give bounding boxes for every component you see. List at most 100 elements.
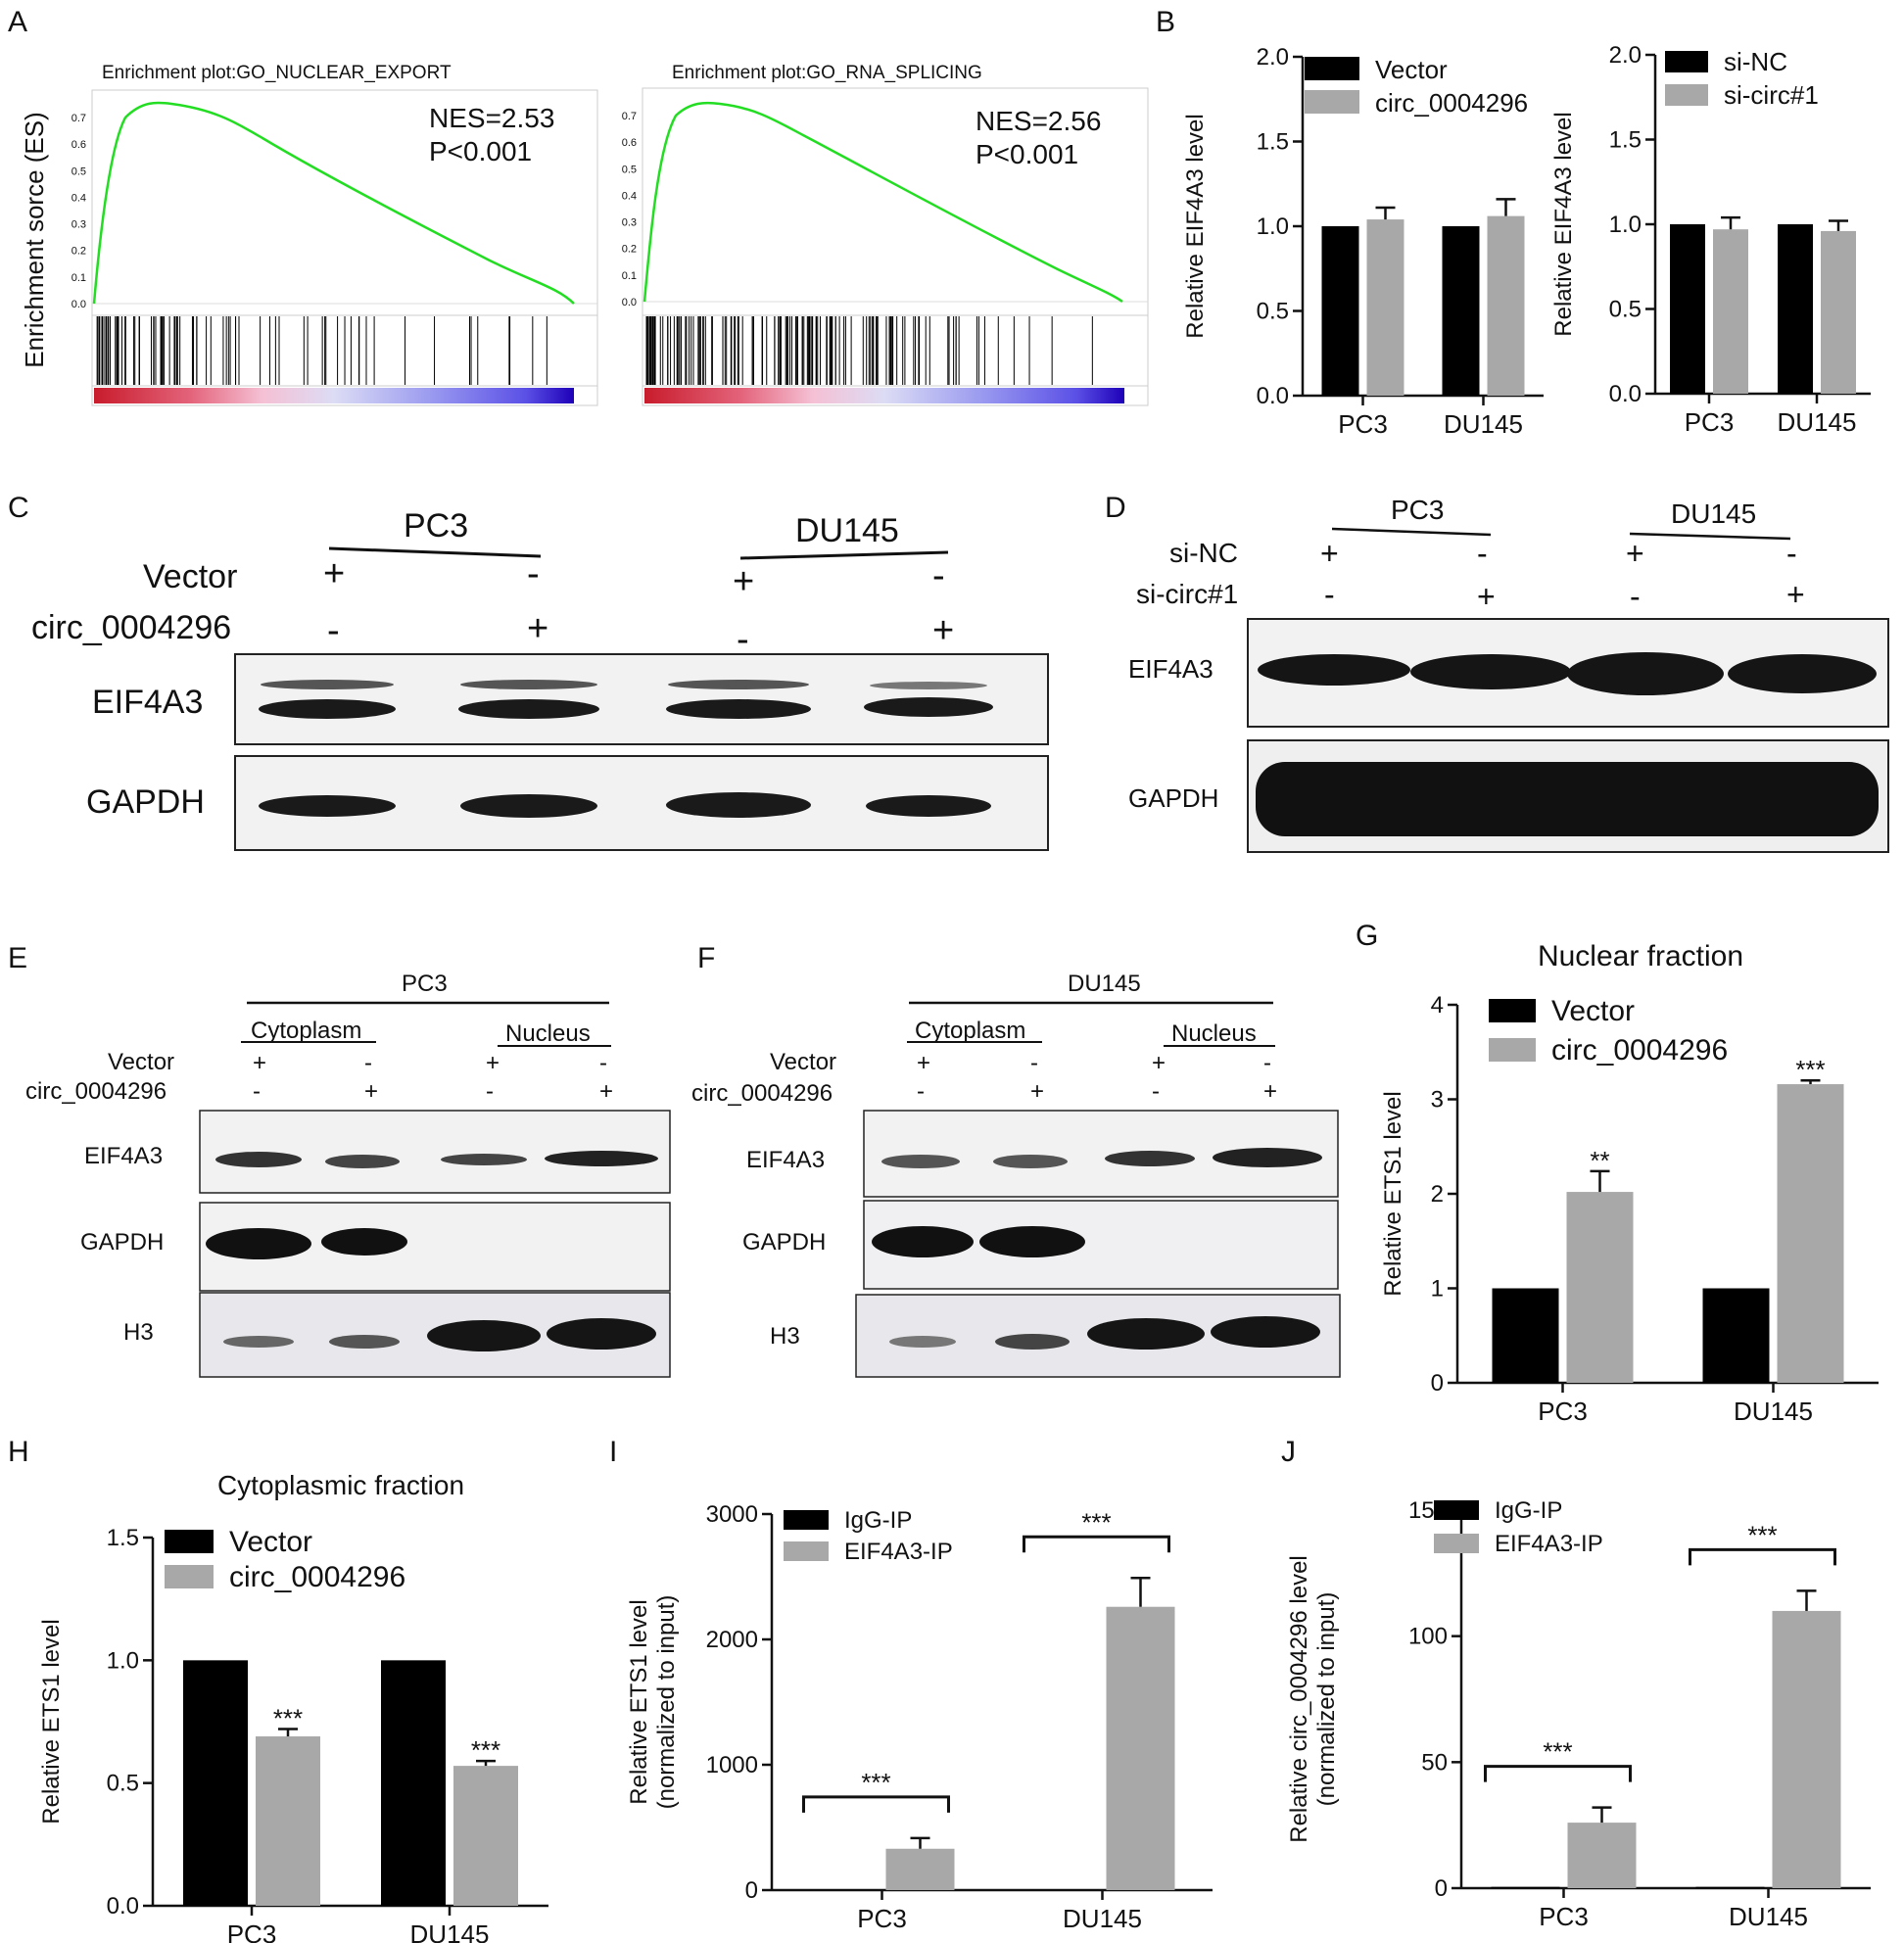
- band: [460, 794, 597, 818]
- band: [668, 680, 809, 689]
- gsea-plot-2-rank-bar: [644, 388, 1124, 403]
- band: [325, 1155, 400, 1168]
- y-axis-label: Relative EIF4A3 level: [1182, 114, 1209, 338]
- legend-swatch: [1305, 57, 1359, 80]
- band: [666, 699, 811, 719]
- y-tick-label: 100: [1408, 1624, 1448, 1650]
- panel-c-row-vector: Vector: [143, 558, 237, 595]
- f-sign-vector-1: +: [917, 1050, 930, 1076]
- band: [460, 680, 597, 689]
- significance-stars: ***: [1747, 1520, 1777, 1549]
- bar-PC3-Vector: [183, 1660, 248, 1906]
- band: [1087, 1318, 1205, 1350]
- band: [206, 1228, 311, 1259]
- es-ytick-label: 0.0: [622, 297, 637, 308]
- es-ytick-label: 0.3: [71, 219, 86, 231]
- gsea-plot-1-hits: [96, 316, 547, 385]
- x-tick-label: DU145: [1729, 1902, 1808, 1931]
- chart-title: Nuclear fraction: [1538, 940, 1743, 972]
- c-sign-vector-4: -: [932, 555, 945, 596]
- panel-e-blot-gapdh-label: GAPDH: [80, 1229, 164, 1256]
- y-tick-label: 0.5: [1609, 297, 1642, 323]
- x-tick-label: PC3: [1539, 1902, 1589, 1931]
- chart-b-right: 0.0 0.5 1.0 1.5 2.0 Relative EIF4A3 level PC3 D…: [1550, 42, 1871, 437]
- gsea-plot-1-rank-bar: [94, 388, 574, 403]
- significance-stars: ***: [1543, 1737, 1572, 1767]
- y-tick-label: 1.0: [1609, 212, 1642, 238]
- panel-f-blot-gapdh-label: GAPDH: [742, 1229, 826, 1256]
- bar-PC3-EIF4A3-IP: [1567, 1823, 1637, 1888]
- panel-e-row-circ: circ_0004296: [25, 1078, 167, 1105]
- es-ytick-label: 0.5: [622, 164, 637, 175]
- band: [995, 1334, 1070, 1350]
- band: [993, 1155, 1068, 1168]
- es-ytick-label: 0.1: [622, 270, 637, 282]
- legend-label: IgG-IP: [1495, 1497, 1562, 1524]
- panel-label-g: G: [1356, 920, 1378, 952]
- panel-f-blot-h3-label: H3: [770, 1323, 800, 1350]
- es-ytick-label: 0.6: [622, 137, 637, 149]
- bar-PC3-si-NC: [1670, 224, 1705, 394]
- band: [1213, 1148, 1322, 1167]
- e-sign-circ-3: -: [486, 1078, 494, 1105]
- band: [215, 1152, 302, 1167]
- legend-label: si-NC: [1724, 47, 1787, 76]
- band: [545, 1151, 658, 1166]
- y-tick-label: 1.5: [107, 1525, 139, 1551]
- y-tick-label: 2: [1431, 1181, 1444, 1208]
- bar-PC3-circ_0004296: [1566, 1192, 1634, 1383]
- panel-e-signs: + - + - - + - +: [253, 1050, 613, 1105]
- f-sign-circ-4: +: [1263, 1078, 1277, 1105]
- panel-f: DU145 Cytoplasm Nucleus Vector circ_0004…: [691, 971, 1341, 1378]
- y-tick-label: 1.5: [1609, 127, 1642, 154]
- y-tick-label: 50: [1421, 1749, 1448, 1776]
- es-ytick-label: 0.0: [71, 299, 86, 310]
- y-tick-label: 2000: [706, 1627, 758, 1653]
- y-tick-label: 2.0: [1257, 44, 1289, 71]
- panel-label-h: H: [8, 1436, 29, 1468]
- y-tick-label: 1.5: [1257, 129, 1289, 156]
- x-tick-label: PC3: [857, 1904, 907, 1933]
- y-tick-label: 1000: [706, 1752, 758, 1778]
- band: [1105, 1151, 1195, 1166]
- legend-swatch: [784, 1541, 829, 1561]
- y-axis-label-2: (normalized to input): [1313, 1592, 1340, 1807]
- panel-d: PC3 DU145 si-NC si-circ#1 + - + - - + - …: [1128, 495, 1889, 853]
- e-sign-circ-2: +: [364, 1078, 378, 1105]
- gsea-plot-2-hit-area: [642, 314, 1149, 387]
- c-sign-circ-4: +: [932, 610, 954, 651]
- significance-stars: ***: [861, 1768, 890, 1797]
- panel-e-fraction-cytoplasm: Cytoplasm: [251, 1018, 361, 1044]
- es-ytick-label: 0.4: [71, 192, 86, 204]
- y-tick-label: 0.0: [107, 1893, 139, 1919]
- panel-d-group-du145: DU145: [1671, 498, 1756, 529]
- panel-e-blot-eif4a3-label: EIF4A3: [84, 1143, 163, 1169]
- panel-f-group: DU145: [1068, 971, 1141, 997]
- panel-c-group-du145: DU145: [795, 512, 899, 549]
- bar-PC3-si-circ#1: [1713, 229, 1748, 394]
- panel-c-blot-eif4a3-label: EIF4A3: [92, 684, 203, 721]
- legend-label: IgG-IP: [844, 1507, 912, 1534]
- band: [666, 792, 811, 818]
- legend-swatch: [165, 1530, 214, 1553]
- f-sign-vector-3: +: [1152, 1050, 1166, 1076]
- gsea-plot-1-yticks: 0.7 0.6 0.5 0.4 0.3 0.2 0.1 0.0: [71, 113, 86, 310]
- y-axis-label: Relative circ_0004296 level: [1286, 1555, 1312, 1843]
- panel-c-group-du145-line: [739, 550, 949, 560]
- bar-DU145-circ_0004296: [1777, 1084, 1844, 1383]
- panel-labels: A B C D E F G H I J: [8, 6, 1378, 1468]
- d-sign-sinc-4: -: [1786, 536, 1797, 571]
- c-sign-circ-1: -: [327, 610, 340, 651]
- c-sign-vector-3: +: [733, 561, 754, 602]
- f-sign-circ-3: -: [1152, 1078, 1160, 1105]
- panel-label-d: D: [1105, 492, 1126, 524]
- band: [458, 699, 599, 719]
- band: [866, 795, 991, 817]
- es-ytick-label: 0.7: [622, 111, 637, 122]
- panel-d-bands: [1256, 652, 1879, 836]
- gsea-plot-2-es-curve: [643, 101, 1123, 304]
- y-axis-label: Relative ETS1 level: [38, 1619, 65, 1824]
- panel-e-row-vector: Vector: [108, 1049, 174, 1075]
- band: [259, 795, 396, 817]
- c-sign-vector-1: +: [323, 553, 345, 594]
